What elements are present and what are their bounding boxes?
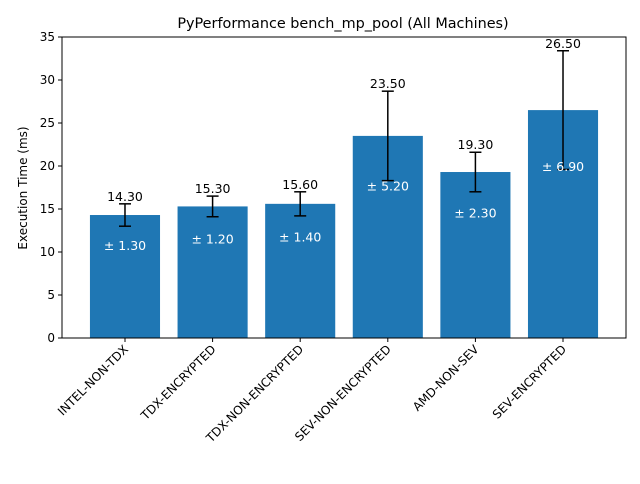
y-tick-label: 5 <box>47 288 55 302</box>
x-tick-label: INTEL-NON-TDX <box>55 342 131 418</box>
y-tick-label: 15 <box>40 202 55 216</box>
error-label: ± 5.20 <box>367 178 409 193</box>
bar-amd-non-sev <box>440 172 511 338</box>
bars-layer <box>89 110 599 338</box>
value-label: 19.30 <box>458 137 494 152</box>
y-tick-label: 20 <box>40 159 55 173</box>
value-label: 15.30 <box>195 181 231 196</box>
error-label: ± 1.40 <box>279 229 321 244</box>
error-label: ± 6.90 <box>542 159 584 174</box>
x-tick-label: AMD-NON-SEV <box>410 342 482 414</box>
bar-intel-non-tdx <box>89 215 161 338</box>
y-tick-label: 35 <box>40 30 55 44</box>
errorbars-layer <box>118 50 570 227</box>
x-tick-label: TDX-NON-ENCRYPTED <box>203 342 307 446</box>
x-tick-label: SEV-ENCRYPTED <box>490 342 569 421</box>
error-label: ± 1.20 <box>191 231 233 246</box>
bar-tdx-non-encrypted <box>265 203 336 338</box>
bar-tdx-encrypted <box>177 206 248 338</box>
y-axis-label: Execution Time (ms) <box>16 126 30 249</box>
y-tick-label: 25 <box>40 116 55 130</box>
chart-title: PyPerformance bench_mp_pool (All Machine… <box>177 16 508 32</box>
value-label: 14.30 <box>107 189 143 204</box>
plot-frame <box>61 36 627 339</box>
error-label: ± 2.30 <box>454 206 496 221</box>
error-label: ± 1.30 <box>104 238 146 253</box>
labels-layer: 14.30 ± 1.30 15.30 ± 1.20 15.60 ± 1.40 23.50 ± … <box>104 36 584 253</box>
y-tick-label: 30 <box>40 73 55 87</box>
y-tick-label: 10 <box>40 245 55 259</box>
y-tick-label: 0 <box>47 331 55 345</box>
x-tick-label: SEV-NON-ENCRYPTED <box>292 342 394 444</box>
x-tick-label: TDX-ENCRYPTED <box>138 342 219 423</box>
value-label: 15.60 <box>282 177 318 192</box>
value-label: 23.50 <box>370 76 406 91</box>
value-label: 26.50 <box>545 36 581 51</box>
